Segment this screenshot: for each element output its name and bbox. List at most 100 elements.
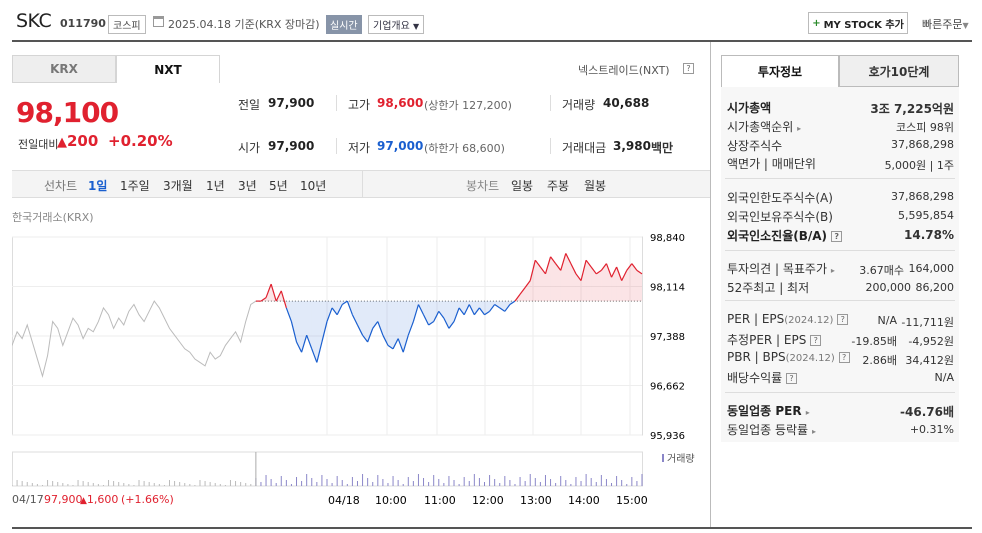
volume-value: 40,688 (603, 96, 650, 110)
volume-legend-swatch (662, 454, 664, 462)
market-cap-rank-value: 코스피 98위 (896, 121, 954, 134)
period-3m[interactable]: 3개월 (163, 179, 193, 193)
area-segment (352, 301, 358, 325)
est-per-value: -19.85배 (851, 335, 897, 348)
market-cap-rank-label[interactable]: 시가총액순위 ▸ (727, 118, 801, 135)
price-segment (433, 311, 440, 322)
company-info-dropdown[interactable]: 기업개요 ▼ (368, 15, 425, 34)
help-icon[interactable]: ? (831, 231, 843, 242)
period-5y[interactable]: 5년 (269, 179, 288, 193)
tab-nxt[interactable]: NXT (116, 55, 220, 83)
sector-change-text: 동일업종 등락률 (727, 423, 809, 437)
x-tick-label: 15:00 (616, 494, 648, 507)
area-segment (581, 260, 587, 302)
period-1d[interactable]: 1일 (88, 179, 108, 193)
sector-change-label[interactable]: 동일업종 등락률 ▸ (727, 421, 816, 438)
area-segment (377, 301, 383, 336)
separator (550, 138, 551, 154)
price-segment (580, 260, 587, 281)
chevron-right-icon: ▸ (805, 408, 810, 417)
price-segment (534, 259, 541, 268)
area-segment (311, 301, 317, 363)
dividend-yield-label: 배당수익률 ? (727, 369, 798, 386)
area-segment (372, 301, 378, 329)
area-segment (428, 301, 434, 325)
period-1w[interactable]: 1주일 (120, 179, 150, 193)
price-segment (265, 283, 272, 298)
foreign-ratio-text: 외국인소진율(B/A) (727, 229, 828, 243)
foreign-ratio-label: 외국인소진율(B/A) ? (727, 227, 843, 244)
market-cap-label: 시가총액 (727, 101, 772, 115)
per-eps-label: PER | EPS(2024.12) ? (727, 312, 849, 326)
panel-divider (725, 392, 955, 393)
bps-value: 34,412원 (905, 354, 954, 367)
listed-shares-value: 37,868,298 (891, 138, 954, 151)
listed-shares-label: 상장주식수 (727, 139, 783, 153)
help-icon[interactable]: ? (786, 373, 798, 384)
period-1y[interactable]: 1년 (206, 179, 225, 193)
period-10y[interactable]: 10년 (300, 179, 327, 193)
area-segment (586, 260, 592, 302)
y-tick-label: 98,114 (650, 283, 685, 294)
period-3y[interactable]: 3년 (238, 179, 257, 193)
52w-high-value: 200,000 (865, 281, 912, 294)
tab-krx[interactable]: KRX (12, 55, 116, 83)
prev-value: 97,900 (268, 96, 315, 110)
sector-per-label[interactable]: 동일업종 PER ▸ (727, 402, 810, 419)
price-segment (478, 307, 485, 316)
price-segment (295, 341, 303, 353)
candle-weekly[interactable]: 주봉 (547, 179, 570, 193)
volume-legend-label: 거래량 (667, 454, 695, 465)
area-segment (591, 267, 597, 302)
price-segment (555, 263, 562, 271)
chart-toolbar (12, 170, 710, 198)
change-amount: ▲200 (57, 132, 98, 150)
help-icon[interactable]: ? (810, 335, 822, 346)
price-segment (331, 307, 338, 316)
y-tick-label: 95,936 (650, 431, 685, 442)
price-segment (621, 270, 628, 281)
x-tick-label: 13:00 (520, 494, 552, 507)
candle-monthly[interactable]: 월봉 (584, 179, 607, 193)
candle-daily[interactable]: 일봉 (511, 179, 534, 193)
volume-bars (12, 451, 643, 487)
price-chart[interactable]: 98,840 98,114 97,388 96,662 95,936 04/18 10:0… (12, 230, 710, 526)
area-segment (555, 263, 561, 302)
est-per-eps-label: 추정PER | EPS ? (727, 331, 822, 348)
tab-invest-info[interactable]: 투자정보 (721, 55, 839, 87)
quick-order-button[interactable]: 빠른주문▼ (922, 16, 969, 32)
chevron-right-icon: ▸ (811, 427, 816, 436)
price-segment (519, 287, 526, 295)
per-eps-period: (2024.12) (784, 315, 834, 326)
x-tick-label: 10:00 (375, 494, 407, 507)
help-icon[interactable]: ? (838, 352, 850, 363)
price-segment (290, 321, 298, 343)
header-divider (12, 40, 972, 42)
price-segment (280, 290, 287, 309)
price-segment (351, 314, 359, 326)
base-date: 2025.04.18 기준(KRX 장마감) (168, 18, 320, 31)
pbr-bps-text: PBR | BPS (727, 350, 786, 364)
area-segment (408, 301, 414, 336)
amount-unit: 백만 (651, 141, 674, 155)
opinion-label[interactable]: 투자의견 | 목표주가 ▸ (727, 260, 835, 277)
realtime-button[interactable]: 실시간 (326, 15, 362, 34)
area-segment (550, 256, 556, 302)
area-segment (433, 301, 439, 322)
eps-value: -11,711원 (901, 316, 954, 329)
market-cap-value: 3조 7,225억원 (870, 102, 954, 116)
mystock-add-button[interactable]: + MY STOCK 추가 (808, 12, 908, 34)
area-segment (621, 270, 627, 302)
help-icon[interactable]: ? (837, 314, 849, 325)
price-segment (270, 283, 277, 302)
price-segment (504, 304, 511, 312)
volume-legend: 거래량 (662, 450, 695, 465)
help-icon[interactable]: ? (683, 63, 694, 74)
tab-order-book[interactable]: 호가10단계 (839, 55, 959, 87)
stock-code: 011790 (60, 17, 106, 30)
area-segment (443, 301, 449, 329)
change-percent: +0.20% (108, 132, 173, 150)
x-axis: 04/18 10:00 11:00 12:00 13:00 14:00 15:00 (328, 494, 648, 507)
area-segment (479, 301, 485, 315)
chevron-down-icon: ▼ (962, 21, 969, 30)
